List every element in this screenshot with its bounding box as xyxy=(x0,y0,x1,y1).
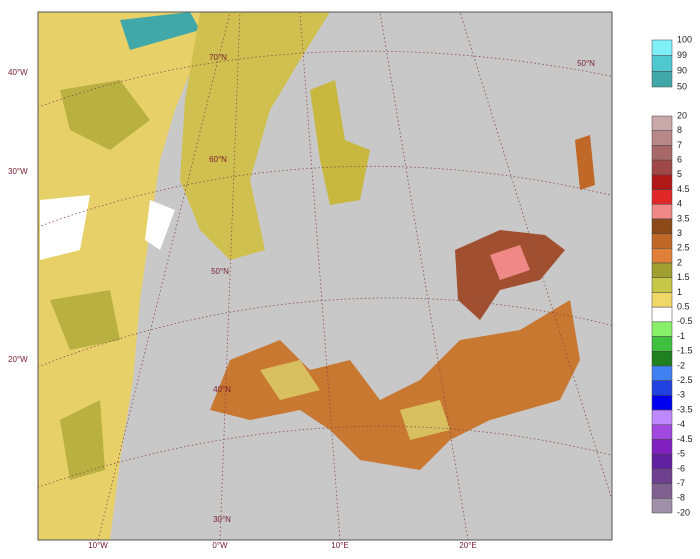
lon-label: 10°E xyxy=(331,541,348,550)
legend-swatch xyxy=(651,145,673,161)
atlantic xyxy=(38,12,200,540)
legend-label: 1 xyxy=(677,287,682,297)
legend-label: -20 xyxy=(677,507,690,517)
legend-swatch xyxy=(651,498,673,514)
legend-swatch xyxy=(651,218,673,234)
lon-label: 20°E xyxy=(459,541,476,550)
legend-swatch xyxy=(651,71,673,88)
legend-label: 2 xyxy=(677,257,682,267)
legend-label: 90 xyxy=(677,66,687,76)
legend-swatch xyxy=(651,336,673,352)
legend-swatch xyxy=(651,483,673,499)
legend-swatch xyxy=(651,159,673,176)
legend-label: -6 xyxy=(677,463,685,473)
legend-label: -5 xyxy=(677,449,685,459)
med-anomaly xyxy=(260,360,450,440)
legend-swatch xyxy=(651,439,673,455)
legend-swatch xyxy=(651,306,673,323)
legend-label: 0.5 xyxy=(677,302,690,312)
legend-label: -2.5 xyxy=(677,375,693,385)
legend-label: -2 xyxy=(677,360,685,370)
legend-swatch xyxy=(651,262,673,278)
north-sea xyxy=(180,12,330,260)
legend-swatch xyxy=(651,453,673,470)
legend-label: 4 xyxy=(677,199,682,209)
legend-swatch xyxy=(651,189,673,205)
legend-swatch xyxy=(651,365,673,381)
legend-swatch xyxy=(651,351,673,367)
legend-label: -4 xyxy=(677,419,685,429)
legend-label: -1 xyxy=(677,331,685,341)
graticule-label: 70°N xyxy=(209,53,227,62)
mediterranean xyxy=(210,300,580,470)
legend-swatch xyxy=(651,115,673,131)
lon-label: 10°W xyxy=(88,541,108,550)
legend-swatch xyxy=(651,468,673,484)
lat-label: 20°W xyxy=(8,355,28,364)
sea-ice xyxy=(120,12,200,50)
lat-label: 40°W xyxy=(8,68,28,77)
legend-label: 20 xyxy=(677,110,687,120)
legend-swatch xyxy=(651,130,673,146)
legend-swatch xyxy=(651,174,673,190)
legend-swatch xyxy=(651,55,673,72)
legend-label: 3.5 xyxy=(677,213,690,223)
graticule-label: 60°N xyxy=(209,155,227,164)
legend-label: 8 xyxy=(677,125,682,135)
legend-label: 1.5 xyxy=(677,272,690,282)
legend-label: -3.5 xyxy=(677,404,693,414)
legend-swatch xyxy=(651,292,673,308)
legend-label: -3 xyxy=(677,390,685,400)
legend-label: -4.5 xyxy=(677,434,693,444)
legends: 100 99 90 50 20 8 7 6 5 4.5 4 3.5 3 2.5 2 1.5 1 0.5 -0.5 -1… xyxy=(651,34,693,517)
legend-label: -0.5 xyxy=(677,316,693,326)
legend-swatch xyxy=(651,409,673,426)
graticule-label: 30°N xyxy=(213,515,231,524)
legend-label: 4.5 xyxy=(677,184,690,194)
legend-swatch xyxy=(651,277,673,293)
lon-label: 0°W xyxy=(212,541,228,550)
legend-label: 2.5 xyxy=(677,243,690,253)
legend-label: 3 xyxy=(677,228,682,238)
legend-swatch xyxy=(651,203,673,220)
legend-label: -1.5 xyxy=(677,346,693,356)
legend-label: 100 xyxy=(677,34,692,44)
legend-label: 7 xyxy=(677,140,682,150)
caspian xyxy=(575,135,595,190)
legend-swatch xyxy=(651,39,673,56)
legend-swatch xyxy=(651,321,673,337)
map xyxy=(38,12,612,540)
ocean-neutral xyxy=(40,195,175,260)
legend-label: 50 xyxy=(677,81,687,91)
legend-label: 5 xyxy=(677,169,682,179)
map-frame xyxy=(37,11,613,541)
legend-swatch xyxy=(651,395,673,411)
graticule-label: 50°N xyxy=(577,59,595,68)
lat-label: 30°W xyxy=(8,167,28,176)
legend-swatch xyxy=(651,233,673,249)
legend-swatch xyxy=(651,248,673,264)
baltic xyxy=(310,80,370,205)
legend-swatch xyxy=(651,380,673,396)
legend-swatch xyxy=(651,424,673,440)
legend-label: 99 xyxy=(677,50,687,60)
legend-label: -7 xyxy=(677,478,685,488)
graticule-label: 40°N xyxy=(213,385,231,394)
legend-label: -8 xyxy=(677,493,685,503)
graticule-label: 50°N xyxy=(211,267,229,276)
ocean-anomaly xyxy=(50,80,150,480)
black-sea-anomaly xyxy=(490,245,530,280)
legend-label: 6 xyxy=(677,154,682,164)
